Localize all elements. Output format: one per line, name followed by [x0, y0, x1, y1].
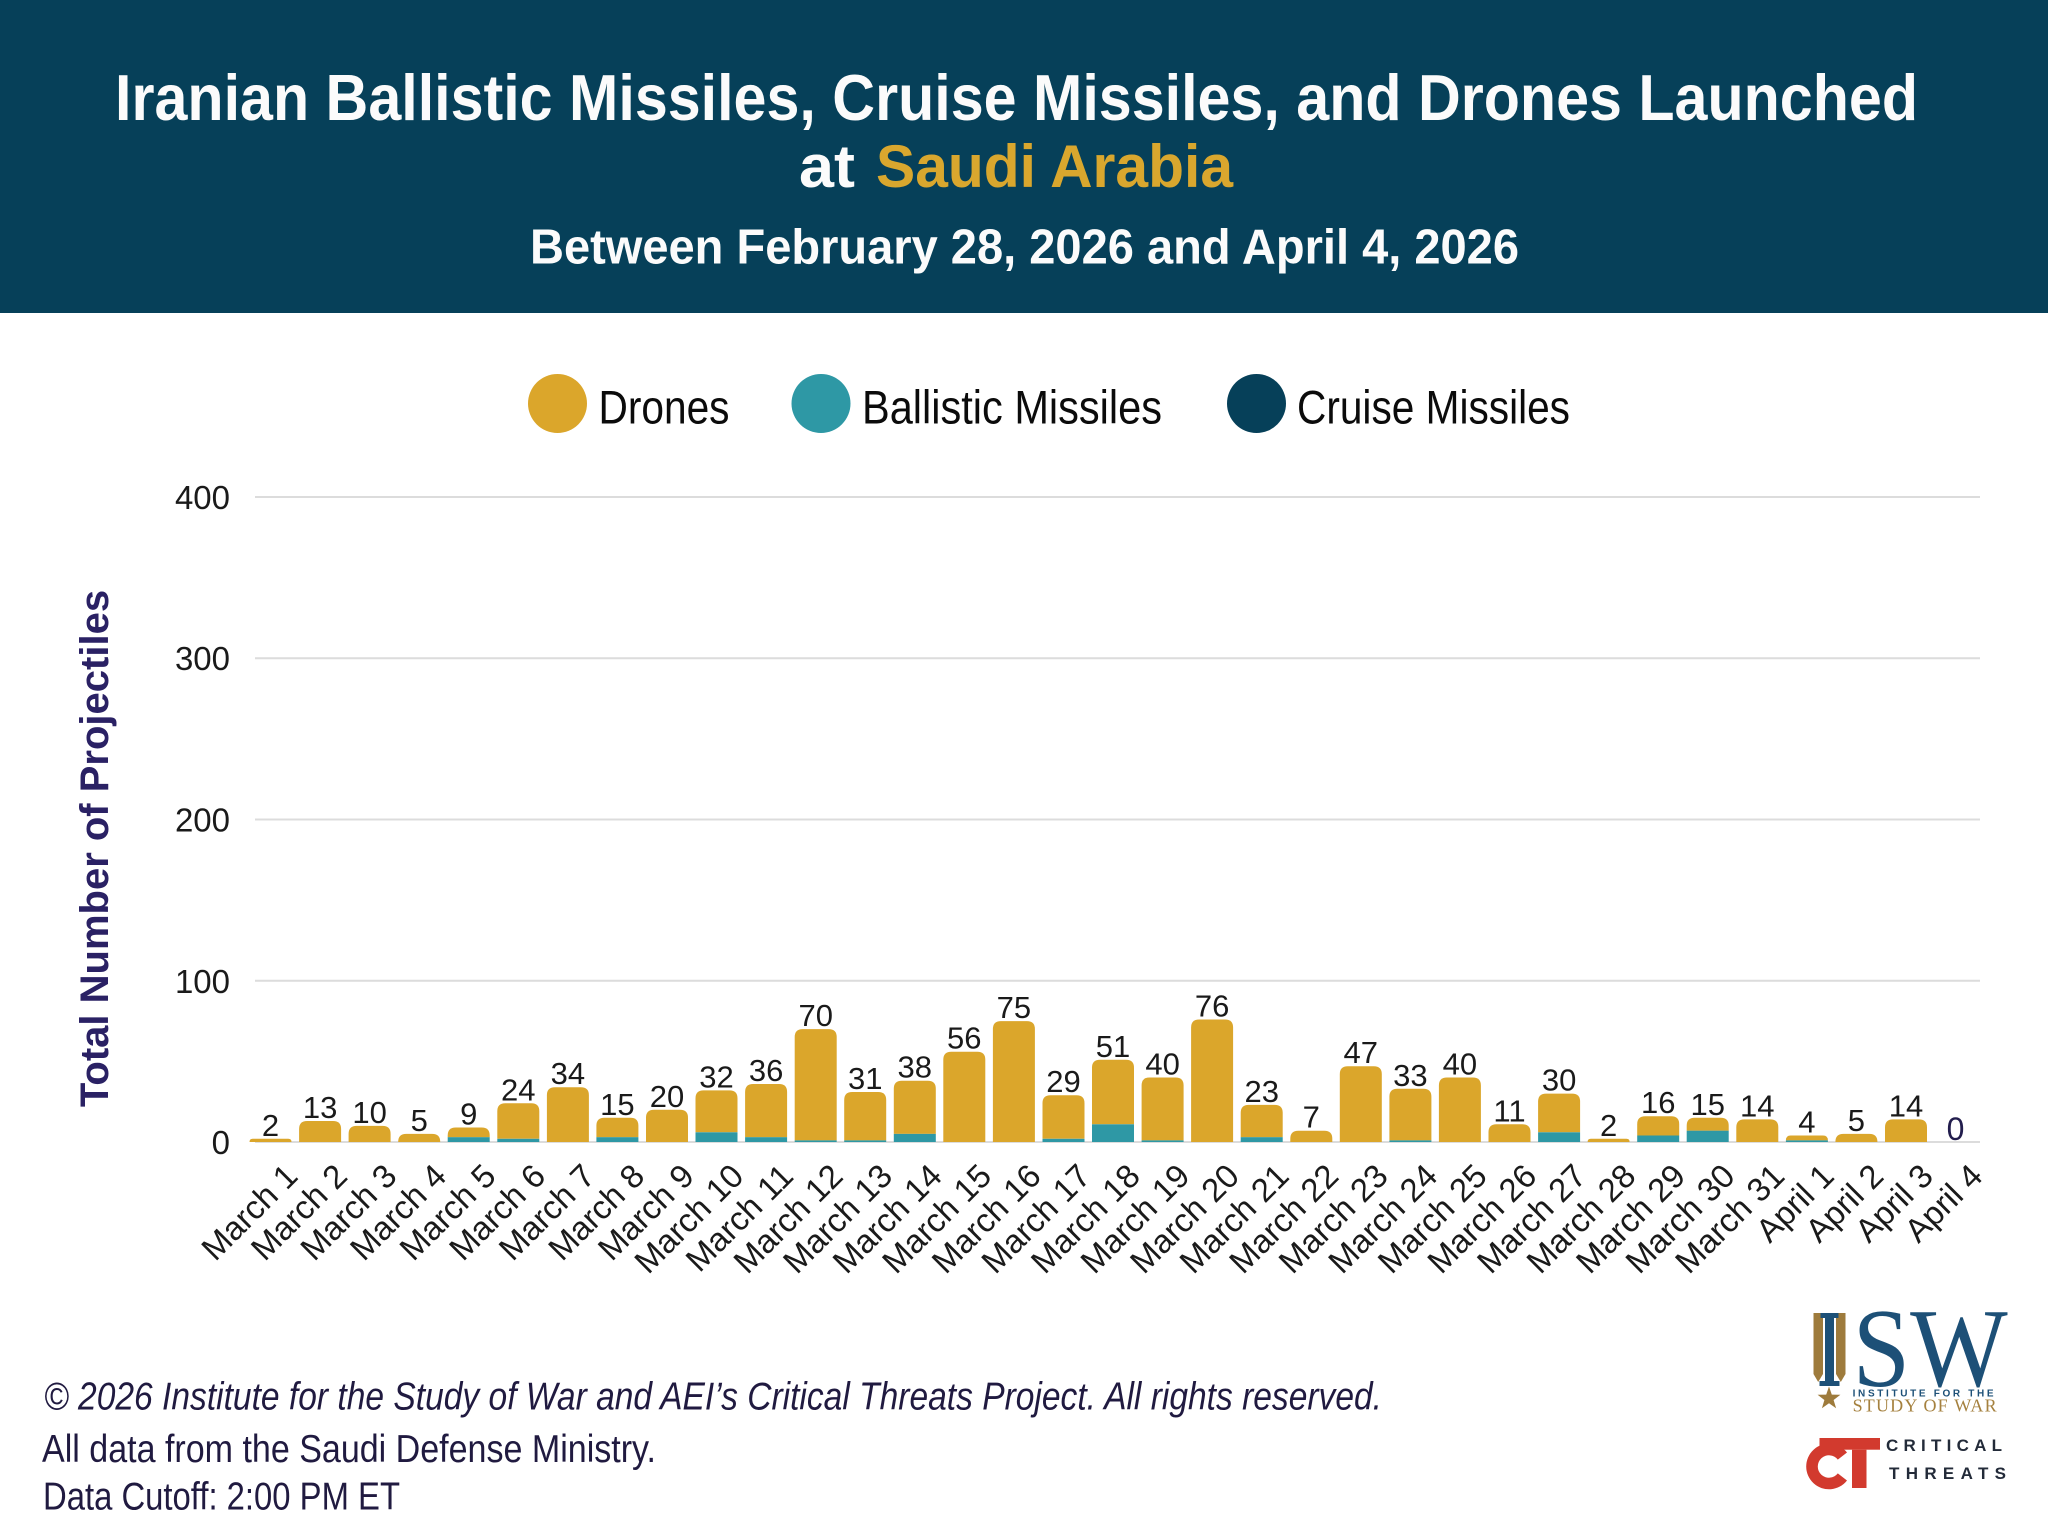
svg-text:All data from the Saudi Defens: All data from the Saudi Defense Ministry… — [42, 1428, 656, 1471]
svg-text:7: 7 — [1303, 1100, 1320, 1135]
svg-text:5: 5 — [1848, 1103, 1865, 1138]
svg-text:THREATS: THREATS — [1889, 1464, 2006, 1483]
svg-text:15: 15 — [1690, 1087, 1724, 1122]
svg-text:2: 2 — [262, 1108, 279, 1143]
svg-text:10: 10 — [352, 1095, 386, 1130]
svg-text:24: 24 — [501, 1072, 535, 1107]
svg-text:75: 75 — [997, 990, 1031, 1025]
svg-text:300: 300 — [175, 640, 230, 677]
svg-text:Total Number of Projectiles: Total Number of Projectiles — [73, 590, 117, 1107]
svg-text:70: 70 — [798, 998, 832, 1033]
svg-text:200: 200 — [175, 802, 230, 839]
svg-text:40: 40 — [1443, 1047, 1477, 1082]
svg-text:11: 11 — [1493, 1093, 1525, 1128]
svg-text:SW: SW — [1853, 1287, 2008, 1411]
svg-text:Data Cutoff: 2:00 PM ET: Data Cutoff: 2:00 PM ET — [43, 1475, 400, 1518]
svg-text:51: 51 — [1096, 1029, 1130, 1064]
svg-text:5: 5 — [411, 1103, 428, 1138]
svg-text:34: 34 — [551, 1056, 585, 1091]
svg-text:56: 56 — [947, 1021, 981, 1056]
svg-text:40: 40 — [1145, 1047, 1179, 1082]
svg-text:© 2026 Institute for the Study: © 2026 Institute for the Study of War an… — [44, 1376, 1382, 1419]
svg-text:at: at — [799, 133, 855, 200]
svg-text:33: 33 — [1393, 1058, 1427, 1093]
svg-text:76: 76 — [1195, 989, 1229, 1024]
svg-text:400: 400 — [175, 479, 230, 516]
svg-text:13: 13 — [303, 1090, 337, 1125]
svg-text:2: 2 — [1600, 1108, 1617, 1143]
svg-text:30: 30 — [1542, 1063, 1576, 1098]
svg-text:Drones: Drones — [599, 381, 730, 434]
svg-text:Iranian Ballistic Missiles, Cr: Iranian Ballistic Missiles, Cruise Missi… — [115, 61, 1918, 134]
svg-text:Between February 28, 2026 and: Between February 28, 2026 and April 4, 2… — [530, 221, 1519, 275]
svg-text:Saudi Arabia: Saudi Arabia — [876, 133, 1234, 200]
svg-text:23: 23 — [1244, 1074, 1278, 1109]
svg-text:29: 29 — [1046, 1064, 1080, 1099]
svg-text:32: 32 — [699, 1059, 733, 1094]
svg-text:Cruise Missiles: Cruise Missiles — [1297, 381, 1570, 434]
svg-text:4: 4 — [1798, 1105, 1815, 1140]
svg-text:38: 38 — [898, 1050, 932, 1085]
svg-text:CRITICAL: CRITICAL — [1886, 1436, 2002, 1455]
svg-text:0: 0 — [1947, 1111, 1965, 1147]
svg-text:14: 14 — [1889, 1088, 1923, 1123]
svg-text:20: 20 — [650, 1079, 684, 1114]
svg-text:9: 9 — [460, 1097, 477, 1132]
svg-text:31: 31 — [848, 1061, 882, 1096]
svg-text:0: 0 — [212, 1124, 230, 1161]
svg-text:15: 15 — [600, 1087, 634, 1122]
svg-text:Ballistic Missiles: Ballistic Missiles — [862, 381, 1162, 434]
svg-text:INSTITUTE FOR THE: INSTITUTE FOR THE — [1853, 1388, 1994, 1399]
svg-text:16: 16 — [1641, 1085, 1675, 1120]
svg-text:36: 36 — [749, 1053, 783, 1088]
svg-text:STUDY OF WAR: STUDY OF WAR — [1853, 1396, 1997, 1416]
svg-text:47: 47 — [1344, 1035, 1378, 1070]
svg-text:14: 14 — [1740, 1088, 1774, 1123]
svg-text:100: 100 — [175, 963, 230, 1000]
